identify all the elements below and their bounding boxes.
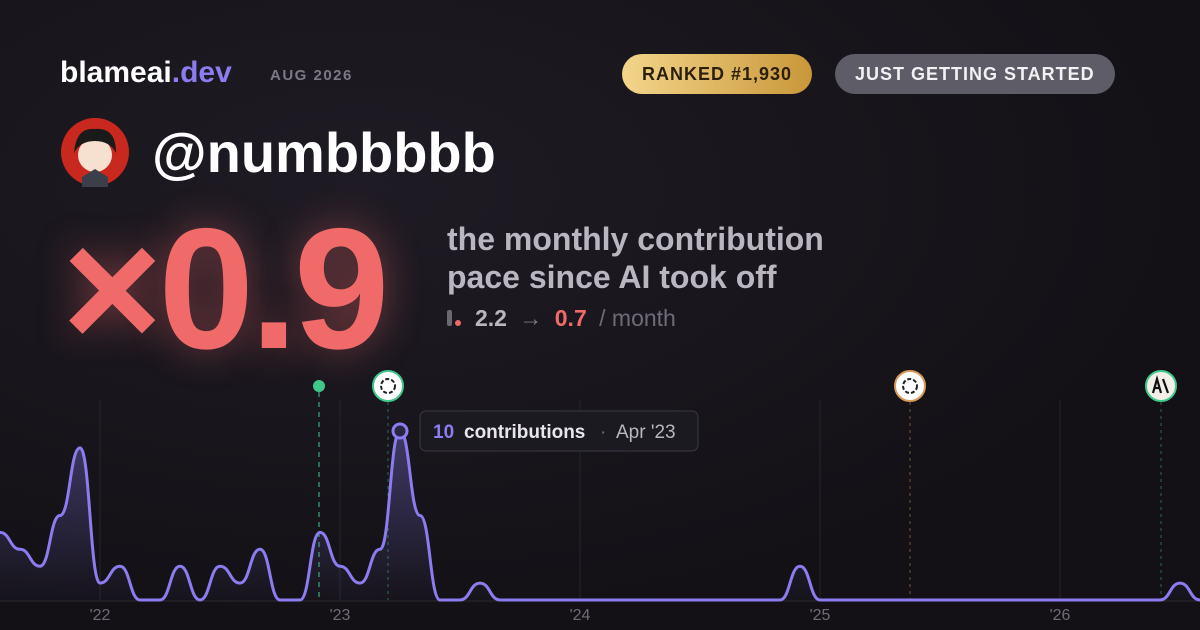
period: AUG 2026 [270, 67, 353, 84]
tooltip-date: Apr '23 [616, 422, 676, 443]
x-tick-label: '22 [90, 607, 111, 624]
tooltip-value: 10 [433, 422, 454, 443]
arrow: → [519, 305, 543, 331]
tooltip-separator: · [600, 422, 606, 443]
event-icon [372, 370, 404, 402]
event-dot [313, 380, 325, 392]
event-icon [894, 370, 926, 402]
brand-name: blameai [60, 56, 172, 89]
rank-badge: RANKED #1,930 [622, 54, 813, 94]
x-tick-label: '24 [570, 607, 591, 624]
description: the monthly contribution pace since AI to… [447, 220, 824, 296]
multiplier: ×0.9 [62, 193, 390, 385]
x-tick-label: '23 [330, 607, 351, 624]
after-value: 0.7 [554, 305, 587, 331]
area [0, 431, 1200, 600]
event-icon [1145, 370, 1177, 402]
handle: @numbbbbb [152, 121, 496, 184]
brand: blameai.dev [60, 56, 232, 90]
avatar [61, 118, 129, 187]
description-line: the monthly contribution [447, 221, 824, 257]
x-tick-label: '25 [810, 607, 831, 624]
status-badge: JUST GETTING STARTED [835, 54, 1115, 94]
highlight-point [391, 422, 409, 440]
description-line: pace since AI took off [447, 259, 777, 295]
line [0, 429, 1200, 602]
tooltip-label: contributions [464, 422, 585, 443]
tooltip: 10 contributions · Apr '23 [419, 410, 699, 452]
before-value: 2.2 [475, 305, 507, 331]
pace-change: 2.2 → 0.7 / month [447, 305, 676, 332]
unit: / month [599, 305, 676, 331]
brand-tld: .dev [171, 56, 232, 89]
x-tick-label: '26 [1050, 607, 1071, 624]
